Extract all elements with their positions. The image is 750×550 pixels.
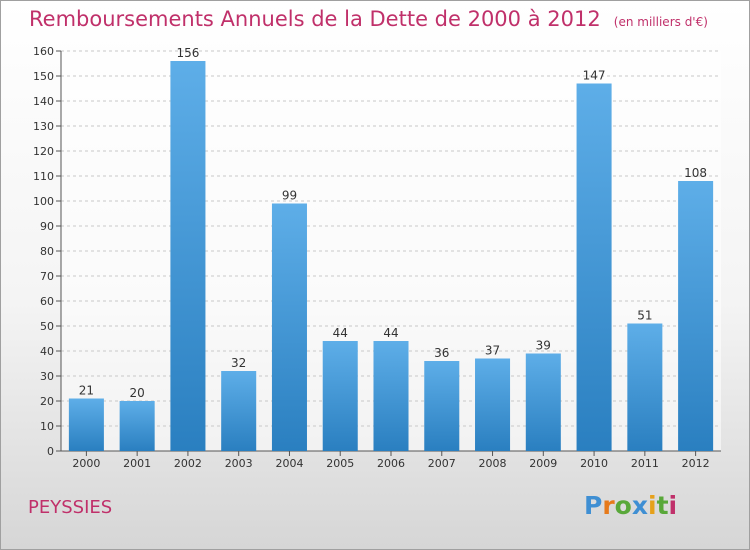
bar bbox=[221, 371, 257, 451]
data-label: 39 bbox=[536, 339, 551, 353]
proxiti-logo: Proxiti bbox=[584, 491, 677, 520]
bar bbox=[271, 203, 307, 451]
chart-unit: (en milliers d'€) bbox=[613, 15, 708, 29]
x-tick-label: 2004 bbox=[275, 457, 303, 470]
data-label: 21 bbox=[79, 384, 94, 398]
bar bbox=[322, 341, 358, 451]
data-label: 37 bbox=[485, 344, 500, 358]
y-tick-label: 140 bbox=[33, 95, 54, 108]
y-tick-label: 0 bbox=[47, 445, 54, 458]
bar bbox=[170, 61, 206, 451]
data-label: 20 bbox=[130, 386, 145, 400]
logo-letter: P bbox=[584, 491, 603, 520]
logo-letter: i bbox=[648, 491, 657, 520]
logo-letter: t bbox=[656, 491, 669, 520]
title-row: Remboursements Annuels de la Dette de 20… bbox=[29, 7, 708, 31]
y-tick-label: 90 bbox=[40, 220, 54, 233]
y-tick-label: 20 bbox=[40, 395, 54, 408]
x-tick-label: 2001 bbox=[123, 457, 151, 470]
logo-letter: i bbox=[668, 491, 678, 520]
y-tick-label: 150 bbox=[33, 70, 54, 83]
y-tick-label: 10 bbox=[40, 420, 54, 433]
data-label: 99 bbox=[282, 189, 297, 203]
chart-title: Remboursements Annuels de la Dette de 20… bbox=[29, 7, 601, 31]
y-tick-label: 40 bbox=[40, 345, 54, 358]
x-tick-label: 2012 bbox=[682, 457, 710, 470]
x-tick-label: 2005 bbox=[326, 457, 354, 470]
x-tick-label: 2007 bbox=[428, 457, 456, 470]
x-tick-label: 2006 bbox=[377, 457, 405, 470]
bar bbox=[373, 341, 409, 451]
y-tick-label: 130 bbox=[33, 120, 54, 133]
x-tick-label: 2010 bbox=[580, 457, 608, 470]
logo-letter: r bbox=[602, 491, 615, 520]
y-tick-label: 30 bbox=[40, 370, 54, 383]
y-tick-label: 60 bbox=[40, 295, 54, 308]
data-label: 108 bbox=[684, 166, 707, 180]
bar bbox=[424, 361, 460, 451]
bar bbox=[119, 401, 155, 451]
commune-name: PEYSSIES bbox=[28, 497, 113, 518]
x-tick-label: 2011 bbox=[631, 457, 659, 470]
bar bbox=[475, 358, 511, 451]
data-label: 147 bbox=[583, 69, 606, 83]
y-tick-label: 50 bbox=[40, 320, 54, 333]
data-label: 32 bbox=[231, 356, 246, 370]
data-label: 36 bbox=[434, 346, 449, 360]
bar bbox=[627, 323, 663, 451]
logo-letter: x bbox=[631, 491, 648, 520]
x-tick-label: 2008 bbox=[479, 457, 507, 470]
logo-letter: o bbox=[614, 491, 632, 520]
bar bbox=[678, 181, 714, 451]
bar bbox=[68, 398, 104, 451]
x-tick-label: 2003 bbox=[225, 457, 253, 470]
data-label: 44 bbox=[333, 326, 348, 340]
y-tick-label: 110 bbox=[33, 170, 54, 183]
y-tick-label: 70 bbox=[40, 270, 54, 283]
bar bbox=[576, 83, 612, 451]
y-tick-label: 80 bbox=[40, 245, 54, 258]
bar bbox=[525, 353, 561, 451]
data-label: 156 bbox=[176, 46, 199, 60]
y-tick-label: 160 bbox=[33, 45, 54, 58]
y-tick-label: 120 bbox=[33, 145, 54, 158]
data-label: 44 bbox=[383, 326, 398, 340]
data-label: 51 bbox=[637, 309, 652, 323]
x-tick-label: 2009 bbox=[529, 457, 557, 470]
y-tick-label: 100 bbox=[33, 195, 54, 208]
x-tick-label: 2002 bbox=[174, 457, 202, 470]
x-tick-label: 2000 bbox=[72, 457, 100, 470]
